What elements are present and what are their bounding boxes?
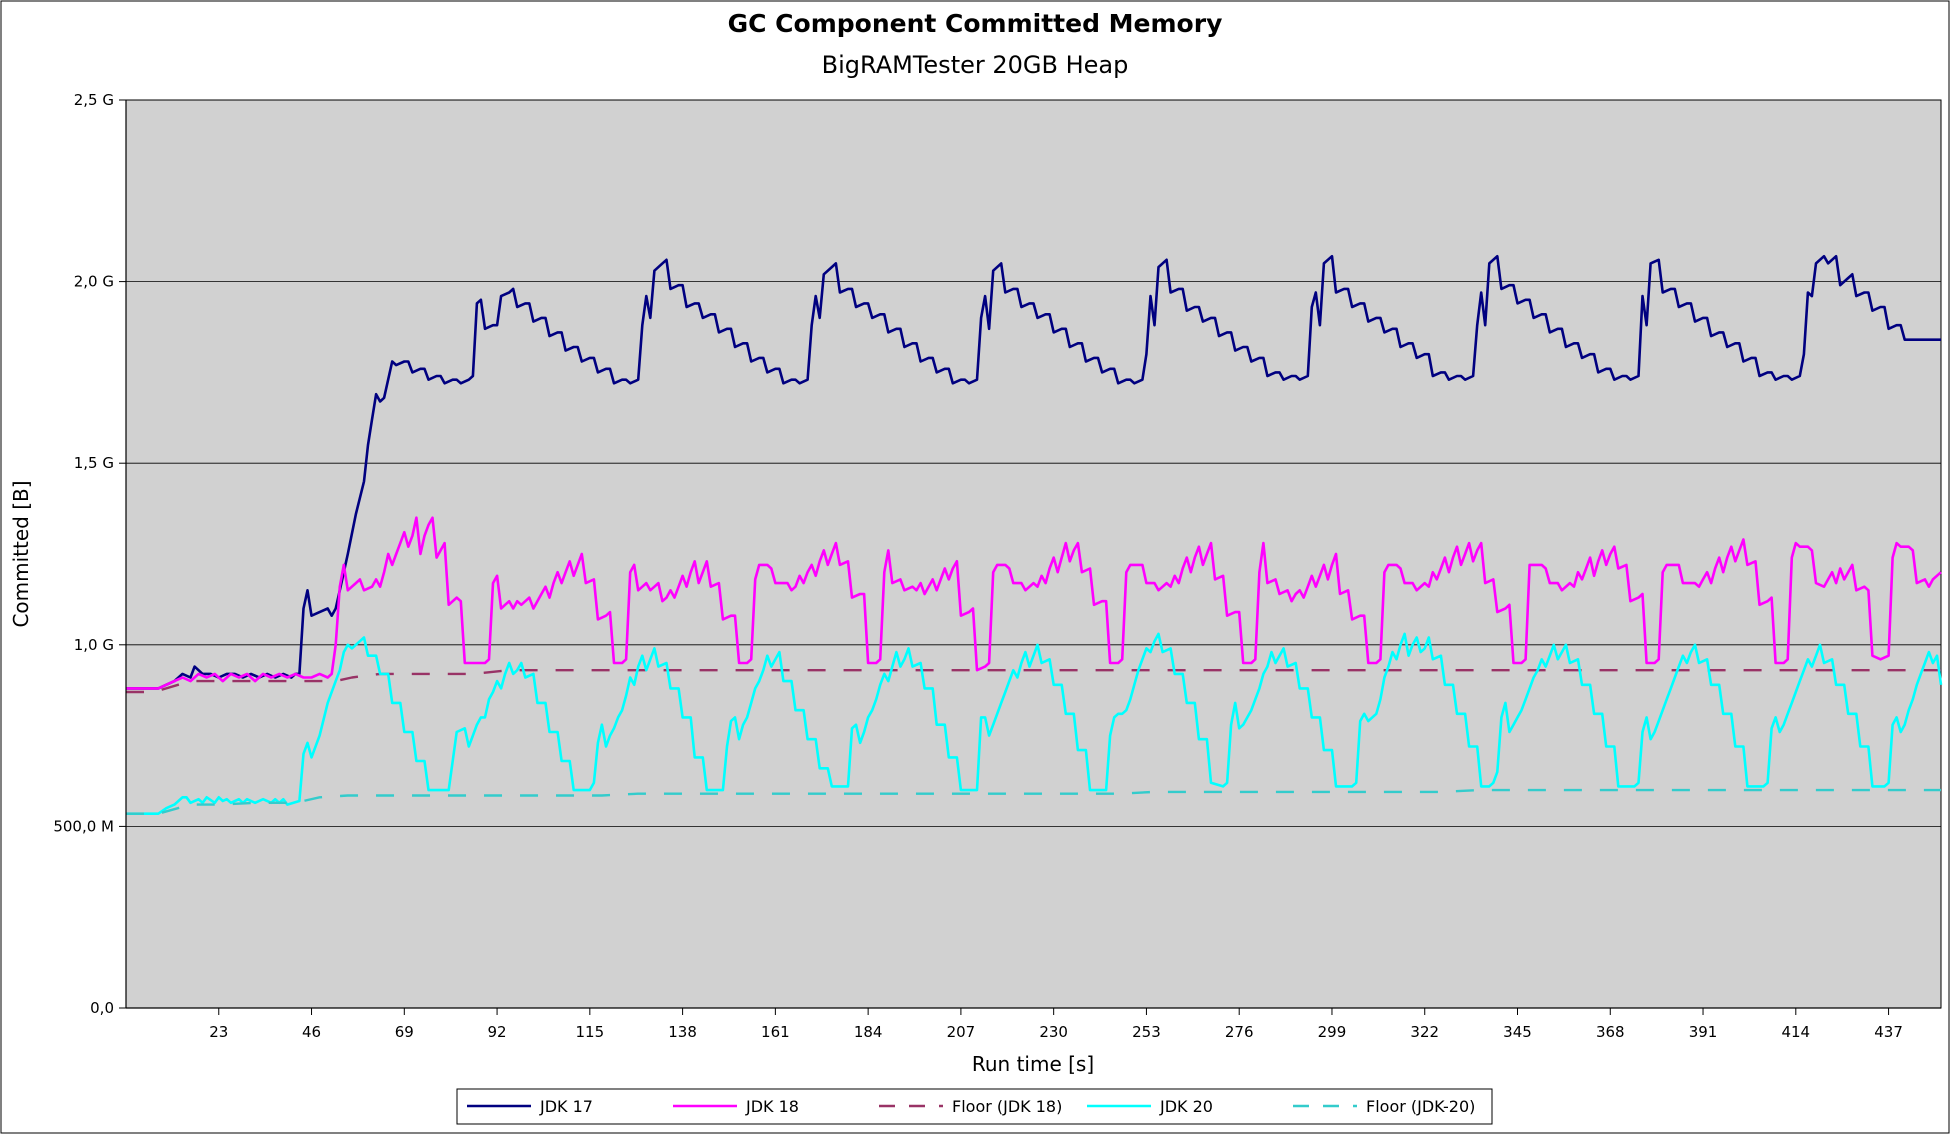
- x-tick-label: 46: [302, 1023, 321, 1041]
- x-tick-label: 92: [488, 1023, 507, 1041]
- y-tick-label: 1,0 G: [74, 636, 114, 654]
- y-tick-label: 2,0 G: [74, 273, 114, 291]
- chart-title: GC Component Committed Memory: [728, 9, 1223, 38]
- x-tick-label: 414: [1781, 1023, 1810, 1041]
- legend-label: JDK 17: [539, 1097, 593, 1116]
- x-tick-label: 322: [1410, 1023, 1439, 1041]
- legend-label: JDK 20: [1159, 1097, 1213, 1116]
- y-axis-label: Committed [B]: [9, 480, 33, 627]
- legend-label: Floor (JDK 18): [952, 1097, 1062, 1116]
- y-tick-label: 0,0: [90, 999, 114, 1017]
- y-tick-label: 2,5 G: [74, 91, 114, 109]
- x-tick-label: 230: [1039, 1023, 1068, 1041]
- series-line-floor-jdk-20: [126, 788, 1941, 815]
- series-line-jdk-18: [126, 516, 1942, 690]
- x-tick-label: 23: [209, 1023, 228, 1041]
- x-tick-label: 345: [1503, 1023, 1532, 1041]
- x-tick-label: 253: [1132, 1023, 1161, 1041]
- y-axis-ticks: 0,0 500,0 M 1,0 G 1,5 G 2,0 G 2,5 G: [53, 91, 126, 1017]
- x-tick-label: 368: [1596, 1023, 1625, 1041]
- series-line-jdk-17: [126, 254, 1941, 690]
- x-tick-label: 207: [947, 1023, 976, 1041]
- plot-area: [125, 99, 1942, 1009]
- x-tick-label: 138: [668, 1023, 697, 1041]
- x-tick-label: 299: [1318, 1023, 1347, 1041]
- legend-label: JDK 18: [745, 1097, 799, 1116]
- x-tick-label: 184: [854, 1023, 883, 1041]
- x-tick-label: 161: [761, 1023, 790, 1041]
- series-lines: [126, 254, 1943, 816]
- x-axis-ticks: 23 46 69 92 115 138 161 184 207 230 253 276 299 322 34…: [209, 1008, 1903, 1041]
- x-tick-label: 437: [1874, 1023, 1903, 1041]
- legend-label: Floor (JDK-20): [1366, 1097, 1475, 1116]
- y-tick-label: 500,0 M: [53, 817, 114, 835]
- grid-lines: [126, 281, 1941, 827]
- x-axis-label: Run time [s]: [972, 1052, 1094, 1076]
- x-tick-label: 69: [395, 1023, 414, 1041]
- chart-subtitle: BigRAMTester 20GB Heap: [822, 51, 1129, 79]
- series-line-jdk-20: [126, 632, 1943, 816]
- legend-box: [456, 1088, 1493, 1125]
- x-tick-label: 115: [576, 1023, 605, 1041]
- x-tick-label: 276: [1225, 1023, 1254, 1041]
- y-tick-label: 1,5 G: [74, 454, 114, 472]
- legend: JDK 17 JDK 18 Floor (JDK 18) JDK 20 Floor (J…: [456, 1088, 1493, 1125]
- series-line-floor-jdk-18: [126, 669, 1941, 694]
- x-tick-label: 391: [1689, 1023, 1718, 1041]
